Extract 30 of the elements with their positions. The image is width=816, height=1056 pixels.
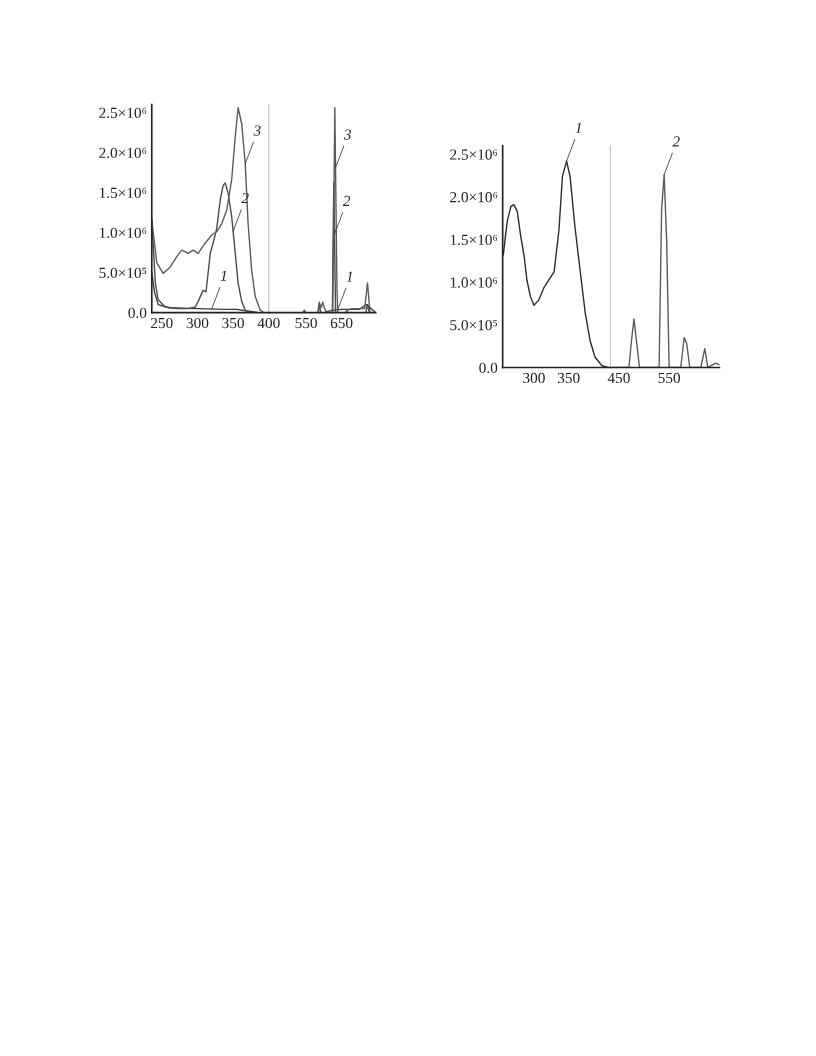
y-tick-label: 2.5×10⁶ <box>99 107 147 119</box>
y-tick-label: 1.0×10⁶ <box>450 277 498 288</box>
x-tick-label: 550 <box>295 317 317 329</box>
y-tick-label: 1.5×10⁶ <box>99 187 147 199</box>
x-tick-label: 550 <box>658 372 681 384</box>
x-tick-label: 450 <box>607 372 630 384</box>
annotation: 2 <box>241 192 249 204</box>
y-tick-label: 2.5×10⁶ <box>450 149 498 160</box>
x-tick-label: 300 <box>186 317 209 329</box>
annotation: 2 <box>342 195 351 206</box>
annotation: 1 <box>575 122 581 133</box>
annotation: 2 <box>672 136 680 147</box>
x-tick-label: 400 <box>257 317 280 329</box>
x-tick-label: 350 <box>557 372 580 384</box>
x-tick-label: 650 <box>330 317 353 329</box>
annotation: 3 <box>253 125 261 136</box>
y-tick-label: 2.0×10⁶ <box>99 147 147 159</box>
y-tick-label: 1.5×10⁶ <box>450 234 498 246</box>
y-tick-label: 0.0 <box>479 362 498 374</box>
x-tick-label: 250 <box>150 317 173 329</box>
annotation: 1 <box>220 270 227 281</box>
y-tick-label: 5.0×10⁵ <box>99 267 147 279</box>
x-tick-label: 350 <box>222 317 244 329</box>
annotation: 3 <box>343 129 351 140</box>
y-tick-label: 1.0×10⁶ <box>99 227 147 239</box>
y-tick-label: 5.0×10⁵ <box>450 319 498 331</box>
annotation: 1 <box>346 271 353 282</box>
y-tick-label: 2.0×10⁶ <box>450 192 498 203</box>
x-tick-label: 300 <box>523 372 545 384</box>
y-tick-label: 0.0 <box>128 307 147 319</box>
